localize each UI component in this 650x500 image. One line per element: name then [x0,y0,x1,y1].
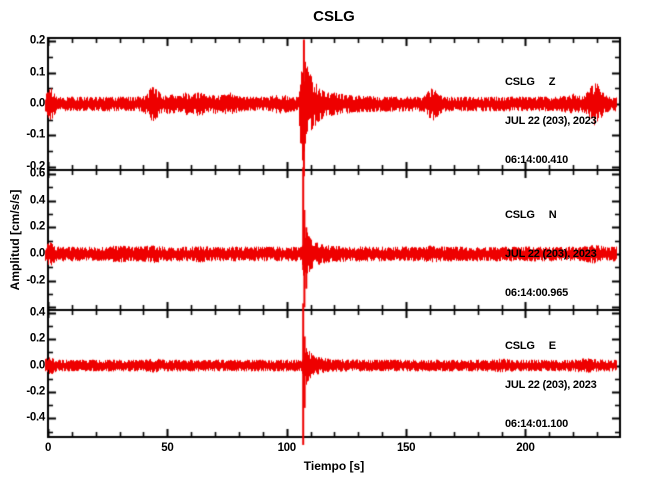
annotation-panel-z: CSLG Z JUL 22 (203), 2023 06:14:00.410 [505,50,597,193]
date-label: JUL 22 (203), 2023 [505,248,597,260]
annotation-panel-n: CSLG N JUL 22 (203), 2023 06:14:00.965 [505,183,597,326]
y-tick-label: 0.2 [29,220,45,233]
time-label: 06:14:01.100 [505,418,569,430]
y-tick-label: 0.2 [29,34,45,47]
x-tick-label: 200 [516,442,535,454]
channel-code: E [548,340,556,352]
date-label: JUL 22 (203), 2023 [505,379,597,391]
channel-code: N [548,209,557,221]
station-code: CSLG [505,340,535,352]
time-label: 06:14:00.965 [505,287,569,299]
y-tick-label: -0.2 [26,385,45,398]
x-tick-label: 100 [277,442,297,454]
x-tick-label: 150 [396,442,416,454]
y-tick-label: 0.4 [29,194,45,207]
date-label: JUL 22 (203), 2023 [505,115,597,127]
x-tick-label: 0 [44,442,52,454]
y-tick-label: -0.1 [26,128,45,141]
y-tick-label: 0.2 [29,332,45,345]
channel-code: Z [548,76,556,88]
time-label: 06:14:00.410 [505,154,569,166]
annotation-panel-e: CSLG E JUL 22 (203), 2023 06:14:01.100 [505,314,597,457]
y-tick-label: -0.4 [26,411,45,424]
y-tick-label: 0.0 [29,359,45,372]
y-tick-label: 0.6 [29,167,45,180]
y-tick-label: 0.0 [29,247,45,260]
station-code: CSLG [505,76,535,88]
station-code: CSLG [505,209,535,221]
y-tick-label: 0.1 [29,66,45,79]
x-axis-label: Tiempo [s] [303,459,365,473]
y-tick-label: 0.4 [29,306,45,319]
y-tick-label: 0.0 [29,97,45,110]
x-tick-label: 50 [161,442,174,454]
y-tick-label: -0.2 [26,160,45,173]
y-tick-label: -0.2 [26,274,45,287]
